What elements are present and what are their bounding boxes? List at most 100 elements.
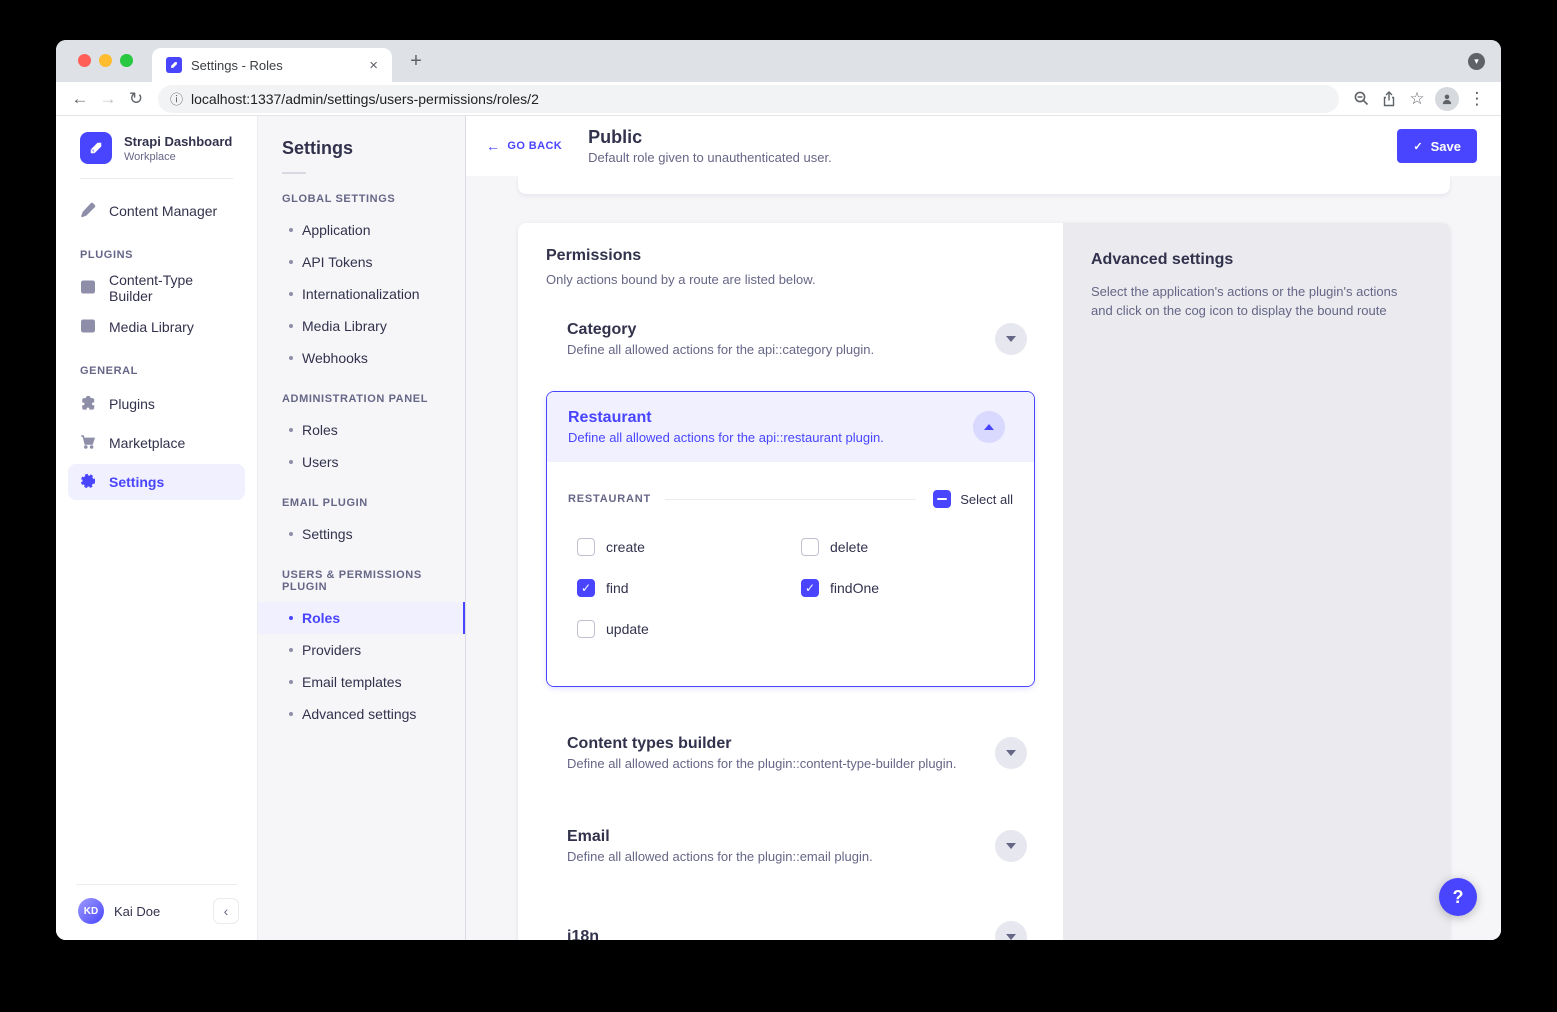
minimize-window-button[interactable] [99,54,112,67]
strapi-favicon-icon [166,57,182,73]
sidebar-item-content-type-builder[interactable]: Content-Type Builder [68,270,245,306]
restaurant-accordion-header[interactable]: Restaurant Define all allowed actions fo… [547,392,1034,462]
content-area: ← GO BACK Public Default role given to u… [466,116,1501,940]
sidebar-item-plugins[interactable]: Plugins [68,386,245,422]
create-checkbox[interactable] [577,538,595,556]
sidebar-item-media-library[interactable]: Media Library [68,309,245,345]
browser-menu-icon[interactable]: ⋮ [1468,88,1486,108]
permissions-card: Permissions Only actions bound by a rout… [518,223,1450,940]
browser-profile-avatar[interactable] [1435,86,1459,111]
accordion-title: Restaurant [568,409,652,426]
save-label: Save [1430,138,1461,154]
browser-tab[interactable]: Settings - Roles × [152,48,392,82]
accordion-description: Define all allowed actions for the plugi… [567,849,873,864]
subnav-item-up-roles[interactable]: Roles [258,602,465,634]
permissions-subtitle: Only actions bound by a route are listed… [546,272,816,287]
sidebar-section-general: GENERAL [80,365,138,377]
permission-update: update [577,620,801,638]
subnav-item-label: Media Library [302,318,387,334]
restaurant-group-label: RESTAURANT [568,493,651,505]
subnav-item-admin-roles[interactable]: Roles [258,414,465,446]
forward-icon[interactable]: → [99,88,117,108]
new-tab-button[interactable]: + [410,49,422,72]
image-icon [80,318,96,337]
scroll-region[interactable]: Permissions Only actions bound by a rout… [466,176,1501,940]
subnav-item-email-templates[interactable]: Email templates [258,666,465,698]
brand-workspace: Workplace [124,150,176,163]
go-back-link[interactable]: ← GO BACK [486,138,562,154]
reload-icon[interactable]: ↻ [128,88,144,108]
bullet-icon [289,532,293,536]
delete-checkbox[interactable] [801,538,819,556]
sidebar-item-label: Media Library [109,319,194,335]
subnav-item-label: Settings [302,526,353,542]
sidebar-item-marketplace[interactable]: Marketplace [68,425,245,461]
subnav-item-internationalization[interactable]: Internationalization [258,278,465,310]
subnav-item-advanced-settings[interactable]: Advanced settings [258,698,465,730]
bullet-icon [289,712,293,716]
update-checkbox[interactable] [577,620,595,638]
tab-search-button[interactable]: ▾ [1468,53,1485,70]
sidebar-item-settings[interactable]: Settings [68,464,245,500]
collapse-restaurant-button[interactable] [973,411,1005,443]
bullet-icon [289,680,293,684]
bookmark-star-icon[interactable]: ☆ [1409,88,1425,108]
sidebar-section-plugins: PLUGINS [80,249,134,261]
subnav-item-providers[interactable]: Providers [258,634,465,666]
bullet-icon [289,228,293,232]
workspace-brand[interactable]: Strapi Dashboard Workplace [56,116,257,178]
maximize-window-button[interactable] [120,54,133,67]
pen-icon [80,202,96,221]
user-avatar[interactable]: KD [78,898,104,924]
bullet-icon [289,260,293,264]
subnav-group-global-settings: GLOBAL SETTINGS [282,193,396,205]
expand-i18n-button[interactable] [995,921,1027,940]
subnav-item-application[interactable]: Application [258,214,465,246]
page-title: Public [588,127,643,147]
address-bar[interactable]: ⓘ localhost:1337/admin/settings/users-pe… [158,84,1339,113]
site-info-icon[interactable]: ⓘ [170,92,184,107]
accordion-i18n: i18n [546,921,1035,940]
close-window-button[interactable] [78,54,91,67]
help-button[interactable]: ? [1439,878,1477,916]
subnav-item-admin-users[interactable]: Users [258,446,465,478]
back-arrow-icon: ← [486,138,501,154]
subnav-item-label: Roles [302,422,338,438]
findone-checkbox[interactable] [801,579,819,597]
checkbox-label: find [606,580,629,596]
subnav-item-webhooks[interactable]: Webhooks [258,342,465,374]
expand-category-button[interactable] [995,323,1027,355]
sidebar-item-content-manager[interactable]: Content Manager [68,193,245,229]
chevron-up-icon [984,424,994,430]
select-all-label: Select all [960,491,1013,507]
subnav-item-label: Internationalization [302,286,420,302]
sidebar-item-label: Marketplace [109,435,186,451]
find-checkbox[interactable] [577,579,595,597]
permissions-title: Permissions [546,247,642,264]
tab-close-icon[interactable]: × [369,56,378,74]
chevron-down-icon [1006,934,1016,940]
save-button[interactable]: ✓ Save [1397,129,1477,163]
accordion-title: i18n [567,928,600,940]
expand-content-types-builder-button[interactable] [995,737,1027,769]
subnav-item-media-library[interactable]: Media Library [258,310,465,342]
sidebar-item-label: Content Manager [109,203,218,219]
subnav-item-email-settings[interactable]: Settings [258,518,465,550]
bullet-icon [289,292,293,296]
bullet-icon [289,428,293,432]
select-all-checkbox[interactable] [933,490,952,508]
share-icon[interactable] [1375,85,1403,113]
chevron-down-icon [1006,750,1016,756]
url-text: localhost:1337/admin/settings/users-perm… [191,90,539,107]
checkbox-label: delete [830,539,869,555]
accordion-restaurant-expanded: Restaurant Define all allowed actions fo… [546,391,1035,687]
zoom-out-icon[interactable] [1347,85,1375,113]
expand-email-button[interactable] [995,830,1027,862]
layout-grid-icon [80,279,96,298]
window-controls [78,54,133,67]
back-icon[interactable]: ← [71,88,89,108]
subnav-item-api-tokens[interactable]: API Tokens [258,246,465,278]
collapse-sidebar-button[interactable]: ‹ [213,898,239,924]
divider [80,178,233,179]
checkbox-label: findOne [830,580,880,596]
